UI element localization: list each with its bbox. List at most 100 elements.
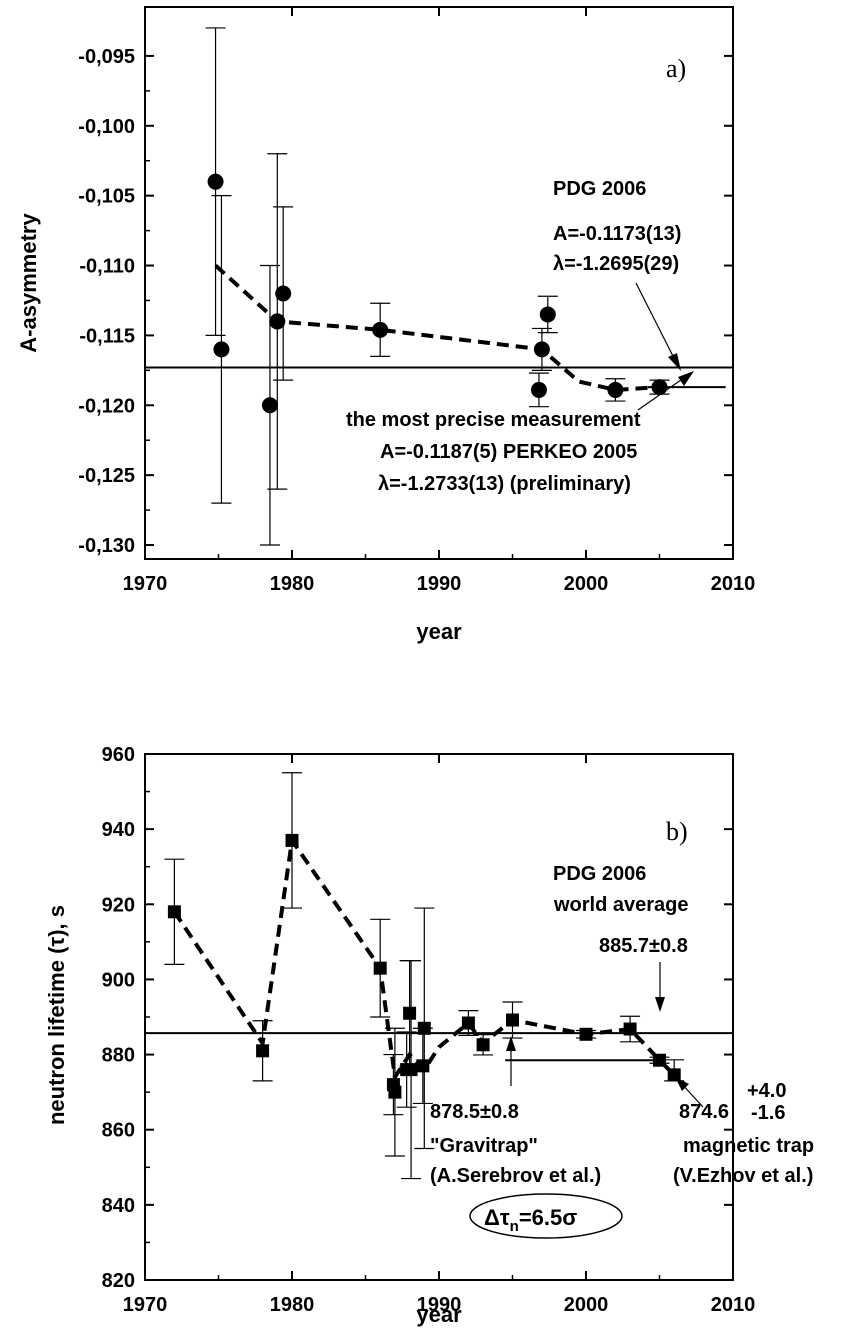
- data-point: [531, 327, 552, 371]
- data-point: [164, 858, 185, 966]
- magtrap-authors: (V.Ezhov et al.): [673, 1165, 813, 1187]
- square-marker: [506, 1013, 519, 1027]
- data-point: [412, 1027, 433, 1105]
- delta-tau-suffix: =6.5σ: [519, 1205, 577, 1230]
- y-tick-label: 840: [102, 1195, 135, 1217]
- trend-polyline: [172, 835, 676, 1083]
- square-marker: [667, 1068, 681, 1082]
- pdg-title-b: PDG 2006: [553, 863, 646, 885]
- square-marker: [416, 1059, 430, 1073]
- circle-marker: [207, 173, 224, 190]
- circle-marker: [372, 321, 389, 338]
- panel-a-asymmetry: 1970 1980 1990 2000 2010 -0,095 -0,100 -0,105 -0…: [16, 6, 755, 644]
- circle-marker: [533, 341, 550, 358]
- data-point: [414, 907, 435, 1150]
- pdg-value-b: 885.7±0.8: [599, 935, 688, 957]
- x-tick-label: 1990: [417, 1294, 462, 1316]
- arrowhead-icon: [668, 353, 681, 371]
- y-tick-label: 940: [102, 819, 135, 841]
- magnetic-trap-annotation: 874.6 +4.0 -1.6 magnetic trap (V.Ezhov e…: [673, 1077, 814, 1187]
- data-point: [267, 153, 288, 490]
- circle-marker: [651, 379, 668, 396]
- x-tick-label: 2010: [711, 1294, 756, 1316]
- y-tick-label: -0,105: [78, 186, 135, 208]
- pdg-world-average: world average: [553, 894, 689, 916]
- data-point: [528, 372, 549, 408]
- x-tick-label: 2000: [564, 573, 609, 595]
- pdg-annotation-a: PDG 2006 A=-0.1173(13) λ=-1.2695(29): [553, 178, 681, 371]
- data-point: [273, 206, 294, 381]
- data-point: [649, 379, 670, 396]
- data-points-b: [164, 772, 685, 1180]
- data-point: [473, 1034, 494, 1056]
- data-point: [502, 1001, 523, 1039]
- delta-tau-text: Δτn=6.5σ: [484, 1205, 577, 1235]
- arrowhead-icon: [655, 997, 665, 1012]
- y-tick-label: -0,125: [78, 465, 135, 487]
- arrowhead-icon: [678, 371, 694, 386]
- pdg-annotation-b: PDG 2006 world average 885.7±0.8: [553, 863, 689, 1012]
- square-marker: [476, 1038, 490, 1052]
- x-tick-label: 1980: [270, 1294, 315, 1316]
- perkeo-annotation: the most precise measurement A=-0.1187(5…: [346, 371, 694, 495]
- circle-marker: [261, 397, 278, 414]
- data-point: [282, 772, 302, 909]
- gravitrap-value: 878.5±0.8: [430, 1101, 519, 1123]
- circle-marker: [539, 306, 556, 323]
- panel-label-a: a): [666, 54, 686, 83]
- circle-marker: [530, 381, 547, 398]
- magtrap-err-minus: -1.6: [751, 1102, 785, 1124]
- circle-marker: [275, 285, 292, 302]
- data-point: [576, 1027, 596, 1041]
- perkeo-arrow: [637, 374, 689, 411]
- gravitrap-authors: (A.Serebrov et al.): [430, 1165, 601, 1187]
- x-tick-label: 2000: [564, 1294, 609, 1316]
- y-tick-label: -0,110: [79, 256, 135, 278]
- magtrap-value: 874.6: [679, 1101, 729, 1123]
- magtrap-err-plus: +4.0: [747, 1080, 786, 1102]
- square-marker: [388, 1085, 402, 1099]
- data-point: [259, 264, 280, 546]
- gravitrap-name: "Gravitrap": [430, 1135, 538, 1157]
- pdg-arrow-a: [635, 282, 679, 367]
- y-tick-label: 900: [102, 969, 135, 991]
- data-point: [370, 302, 391, 357]
- square-marker: [404, 1063, 418, 1077]
- x-tick-label: 1990: [417, 573, 462, 595]
- y-axis-title-b: neutron lifetime (τ), s: [44, 905, 69, 1125]
- y-tick-label: -0,095: [78, 46, 135, 68]
- axis-ticks-a: 1970 1980 1990 2000 2010 -0,095 -0,100 -0,105 -0…: [78, 7, 755, 595]
- x-tick-label: 1980: [270, 573, 315, 595]
- data-point: [370, 918, 391, 1018]
- magtrap-name: magnetic trap: [683, 1135, 814, 1157]
- square-marker: [285, 833, 299, 847]
- perkeo-a-value: A=-0.1187(5) PERKEO 2005: [380, 441, 637, 463]
- square-marker: [623, 1022, 637, 1036]
- x-tick-label: 1970: [123, 573, 168, 595]
- y-tick-label: -0,100: [78, 116, 135, 138]
- y-tick-label: 820: [102, 1270, 135, 1292]
- square-marker: [403, 1006, 417, 1020]
- perkeo-lambda-value: λ=-1.2733(13) (preliminary): [378, 473, 631, 495]
- data-point: [620, 1015, 641, 1043]
- data-point: [399, 960, 420, 1067]
- x-axis-title-a: year: [416, 619, 462, 644]
- y-tick-label: 960: [102, 744, 135, 766]
- data-point: [205, 27, 226, 337]
- delta-tau-badge: Δτn=6.5σ: [469, 1193, 623, 1239]
- square-marker: [417, 1021, 431, 1035]
- delta-tau-prefix: Δτ: [484, 1205, 510, 1230]
- square-marker: [373, 961, 387, 975]
- pdg-title-a: PDG 2006: [553, 178, 646, 200]
- arrowhead-icon: [675, 1077, 689, 1091]
- perkeo-title: the most precise measurement: [346, 409, 641, 431]
- square-marker: [653, 1053, 666, 1067]
- data-point: [537, 295, 558, 334]
- x-tick-label: 1970: [123, 1294, 168, 1316]
- panel-b-lifetime: 1970 1980 1990 2000 2010 820 840 860 880 900 920 94…: [44, 744, 814, 1327]
- arrowhead-icon: [506, 1036, 516, 1051]
- panel-label-b: b): [666, 817, 688, 846]
- plot-frame-b: [144, 753, 734, 1281]
- y-tick-label: -0,115: [79, 325, 135, 347]
